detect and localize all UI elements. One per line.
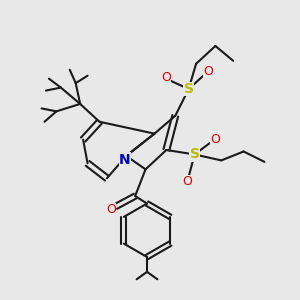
Text: O: O — [161, 71, 171, 84]
Text: N: N — [119, 152, 130, 167]
Text: O: O — [106, 203, 116, 216]
Text: O: O — [211, 133, 220, 146]
Text: S: S — [184, 82, 194, 96]
Text: O: O — [203, 65, 213, 78]
Text: S: S — [190, 148, 200, 161]
Text: O: O — [182, 175, 192, 188]
